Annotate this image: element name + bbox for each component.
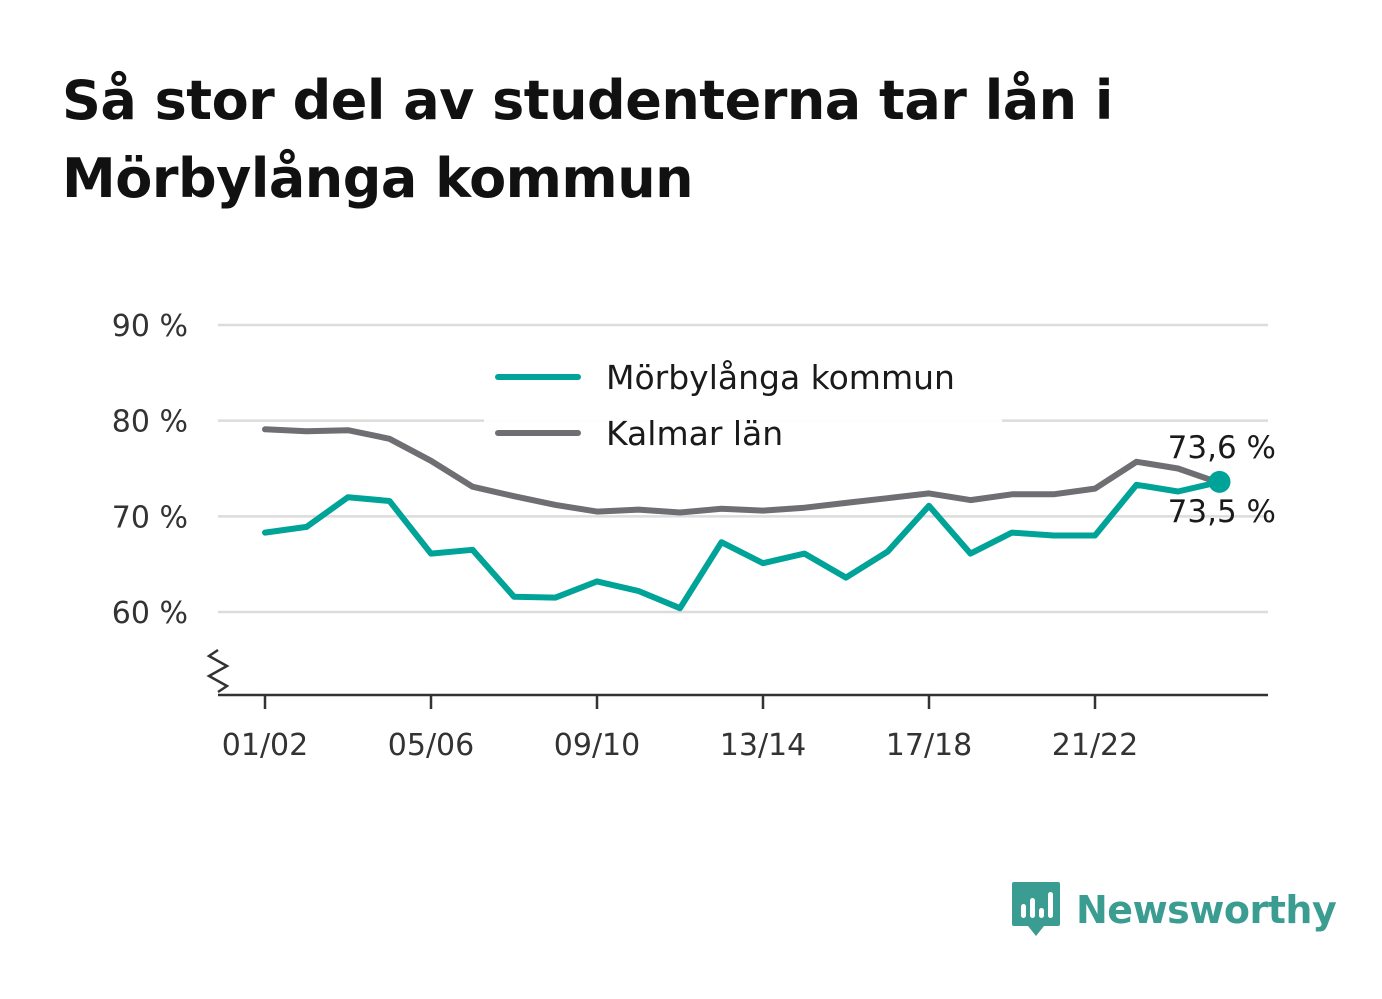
newsworthy-logo-icon (1012, 882, 1060, 936)
y-tick-label: 70 % (112, 500, 188, 535)
y-tick-label: 80 % (112, 405, 188, 440)
end-labels: 73,6 % 73,5 % (1168, 430, 1276, 530)
series-line-morbylanga-kommun (262, 478, 1223, 612)
legend-label: Mörbylånga kommun (606, 358, 955, 397)
y-tick-label: 60 % (112, 596, 188, 631)
y-axis-ticks: 60 % 70 % 80 % 90 % (112, 309, 188, 631)
brand-logo: Newsworthy (1010, 880, 1337, 940)
x-tick-label: 05/06 (388, 728, 474, 763)
x-axis (206, 648, 1268, 697)
legend: Mörbylånga kommun Kalmar län (484, 350, 1002, 462)
legend-label: Kalmar län (606, 414, 783, 453)
x-tick-label: 13/14 (720, 728, 806, 763)
y-tick-label: 90 % (112, 309, 188, 344)
legend-background (484, 350, 1002, 462)
brand-name: Newsworthy (1076, 888, 1337, 932)
end-label-kalmar: 73,5 % (1168, 494, 1276, 530)
series-lines (262, 426, 1231, 612)
x-tick-label: 01/02 (222, 728, 308, 763)
x-tick-label: 21/22 (1052, 728, 1138, 763)
x-tick-label: 09/10 (554, 728, 640, 763)
x-axis-ticks: 01/02 05/06 09/10 13/14 17/18 21/22 (222, 695, 1138, 763)
axis-break-icon (206, 648, 230, 694)
x-tick-label: 17/18 (886, 728, 972, 763)
end-point-marker (1208, 470, 1231, 493)
end-label-morbylanga: 73,6 % (1168, 430, 1276, 466)
chart-title: Så stor del av studenterna tar lån i Mör… (62, 69, 1113, 210)
series-line-kalmar-lan (262, 426, 1223, 516)
